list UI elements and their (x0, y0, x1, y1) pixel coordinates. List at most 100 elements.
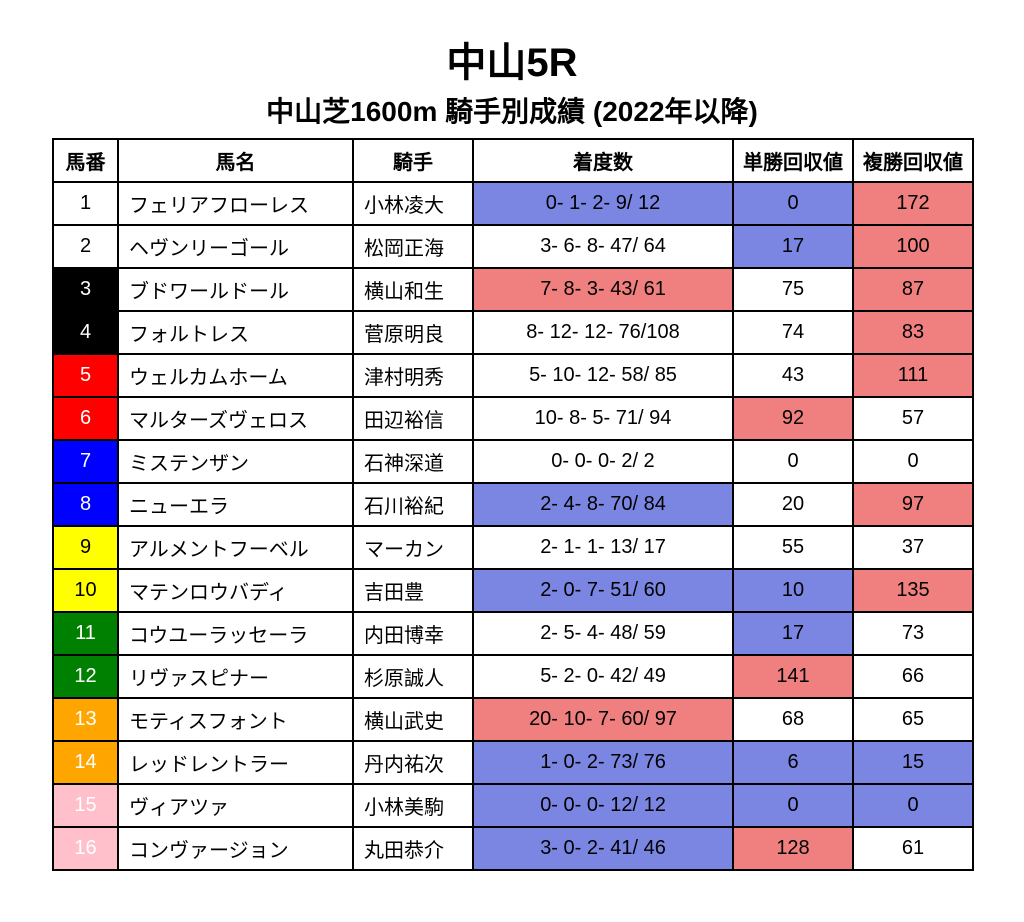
header-name: 馬名 (118, 139, 353, 182)
cell-record: 10- 8- 5- 71/ 94 (473, 397, 733, 440)
table-row: 11コウユーラッセーラ内田博幸2- 5- 4- 48/ 591773 (53, 612, 973, 655)
cell-jockey: 石川裕紀 (353, 483, 473, 526)
cell-num: 2 (53, 225, 118, 268)
cell-record: 1- 0- 2- 73/ 76 (473, 741, 733, 784)
cell-jockey: 津村明秀 (353, 354, 473, 397)
table-row: 1フェリアフローレス小林凌大0- 1- 2- 9/ 120172 (53, 182, 973, 225)
cell-fukusho: 83 (853, 311, 973, 354)
table-row: 6マルターズヴェロス田辺裕信10- 8- 5- 71/ 949257 (53, 397, 973, 440)
table-row: 8ニューエラ石川裕紀2- 4- 8- 70/ 842097 (53, 483, 973, 526)
cell-name: ヘヴンリーゴール (118, 225, 353, 268)
cell-name: ブドワールドール (118, 268, 353, 311)
header-tansho: 単勝回収値 (733, 139, 853, 182)
table-row: 7ミステンザン石神深道0- 0- 0- 2/ 200 (53, 440, 973, 483)
cell-fukusho: 0 (853, 784, 973, 827)
cell-name: ウェルカムホーム (118, 354, 353, 397)
cell-fukusho: 111 (853, 354, 973, 397)
cell-fukusho: 100 (853, 225, 973, 268)
cell-num: 13 (53, 698, 118, 741)
cell-record: 0- 0- 0- 2/ 2 (473, 440, 733, 483)
cell-name: ヴィアツァ (118, 784, 353, 827)
table-row: 14レッドレントラー丹内祐次1- 0- 2- 73/ 76615 (53, 741, 973, 784)
cell-record: 7- 8- 3- 43/ 61 (473, 268, 733, 311)
cell-record: 20- 10- 7- 60/ 97 (473, 698, 733, 741)
cell-jockey: 丹内祐次 (353, 741, 473, 784)
cell-record: 5- 2- 0- 42/ 49 (473, 655, 733, 698)
jockey-stats-table: 馬番 馬名 騎手 着度数 単勝回収値 複勝回収値 1フェリアフローレス小林凌大0… (52, 138, 974, 871)
cell-jockey: 横山武史 (353, 698, 473, 741)
cell-tansho: 17 (733, 612, 853, 655)
cell-fukusho: 65 (853, 698, 973, 741)
cell-name: アルメントフーベル (118, 526, 353, 569)
cell-record: 2- 4- 8- 70/ 84 (473, 483, 733, 526)
cell-fukusho: 87 (853, 268, 973, 311)
cell-num: 1 (53, 182, 118, 225)
table-header-row: 馬番 馬名 騎手 着度数 単勝回収値 複勝回収値 (53, 139, 973, 182)
table-row: 12リヴァスピナー杉原誠人5- 2- 0- 42/ 4914166 (53, 655, 973, 698)
header-fukusho: 複勝回収値 (853, 139, 973, 182)
header-record: 着度数 (473, 139, 733, 182)
cell-jockey: 松岡正海 (353, 225, 473, 268)
cell-record: 8- 12- 12- 76/108 (473, 311, 733, 354)
cell-record: 2- 5- 4- 48/ 59 (473, 612, 733, 655)
cell-fukusho: 15 (853, 741, 973, 784)
cell-jockey: 小林美駒 (353, 784, 473, 827)
cell-num: 5 (53, 354, 118, 397)
cell-tansho: 141 (733, 655, 853, 698)
cell-jockey: 吉田豊 (353, 569, 473, 612)
cell-jockey: 杉原誠人 (353, 655, 473, 698)
cell-tansho: 0 (733, 182, 853, 225)
cell-name: ミステンザン (118, 440, 353, 483)
cell-tansho: 6 (733, 741, 853, 784)
cell-name: コンヴァージョン (118, 827, 353, 870)
cell-tansho: 68 (733, 698, 853, 741)
table-row: 15ヴィアツァ小林美駒0- 0- 0- 12/ 1200 (53, 784, 973, 827)
cell-num: 14 (53, 741, 118, 784)
title-sub: 中山芝1600m 騎手別成績 (2022年以降) (52, 90, 972, 130)
table-row: 2ヘヴンリーゴール松岡正海3- 6- 8- 47/ 6417100 (53, 225, 973, 268)
cell-tansho: 20 (733, 483, 853, 526)
cell-fukusho: 172 (853, 182, 973, 225)
cell-tansho: 17 (733, 225, 853, 268)
cell-jockey: マーカン (353, 526, 473, 569)
cell-jockey: 内田博幸 (353, 612, 473, 655)
cell-name: マテンロウバディ (118, 569, 353, 612)
cell-fukusho: 73 (853, 612, 973, 655)
cell-num: 8 (53, 483, 118, 526)
cell-num: 15 (53, 784, 118, 827)
cell-name: フォルトレス (118, 311, 353, 354)
cell-num: 6 (53, 397, 118, 440)
cell-tansho: 43 (733, 354, 853, 397)
cell-fukusho: 57 (853, 397, 973, 440)
cell-num: 4 (53, 311, 118, 354)
cell-record: 3- 0- 2- 41/ 46 (473, 827, 733, 870)
cell-name: フェリアフローレス (118, 182, 353, 225)
cell-name: ニューエラ (118, 483, 353, 526)
cell-num: 10 (53, 569, 118, 612)
cell-record: 0- 1- 2- 9/ 12 (473, 182, 733, 225)
cell-jockey: 横山和生 (353, 268, 473, 311)
header-num: 馬番 (53, 139, 118, 182)
cell-jockey: 石神深道 (353, 440, 473, 483)
cell-num: 9 (53, 526, 118, 569)
cell-fukusho: 61 (853, 827, 973, 870)
table-row: 9アルメントフーベルマーカン2- 1- 1- 13/ 175537 (53, 526, 973, 569)
cell-tansho: 75 (733, 268, 853, 311)
cell-fukusho: 135 (853, 569, 973, 612)
cell-fukusho: 37 (853, 526, 973, 569)
cell-name: リヴァスピナー (118, 655, 353, 698)
table-row: 5ウェルカムホーム津村明秀5- 10- 12- 58/ 8543111 (53, 354, 973, 397)
cell-num: 3 (53, 268, 118, 311)
cell-record: 0- 0- 0- 12/ 12 (473, 784, 733, 827)
table-row: 10マテンロウバディ吉田豊2- 0- 7- 51/ 6010135 (53, 569, 973, 612)
cell-record: 5- 10- 12- 58/ 85 (473, 354, 733, 397)
cell-name: コウユーラッセーラ (118, 612, 353, 655)
cell-num: 7 (53, 440, 118, 483)
cell-jockey: 田辺裕信 (353, 397, 473, 440)
cell-tansho: 0 (733, 784, 853, 827)
table-row: 16コンヴァージョン丸田恭介3- 0- 2- 41/ 4612861 (53, 827, 973, 870)
header-jockey: 騎手 (353, 139, 473, 182)
table-row: 3ブドワールドール横山和生7- 8- 3- 43/ 617587 (53, 268, 973, 311)
cell-tansho: 92 (733, 397, 853, 440)
cell-tansho: 10 (733, 569, 853, 612)
